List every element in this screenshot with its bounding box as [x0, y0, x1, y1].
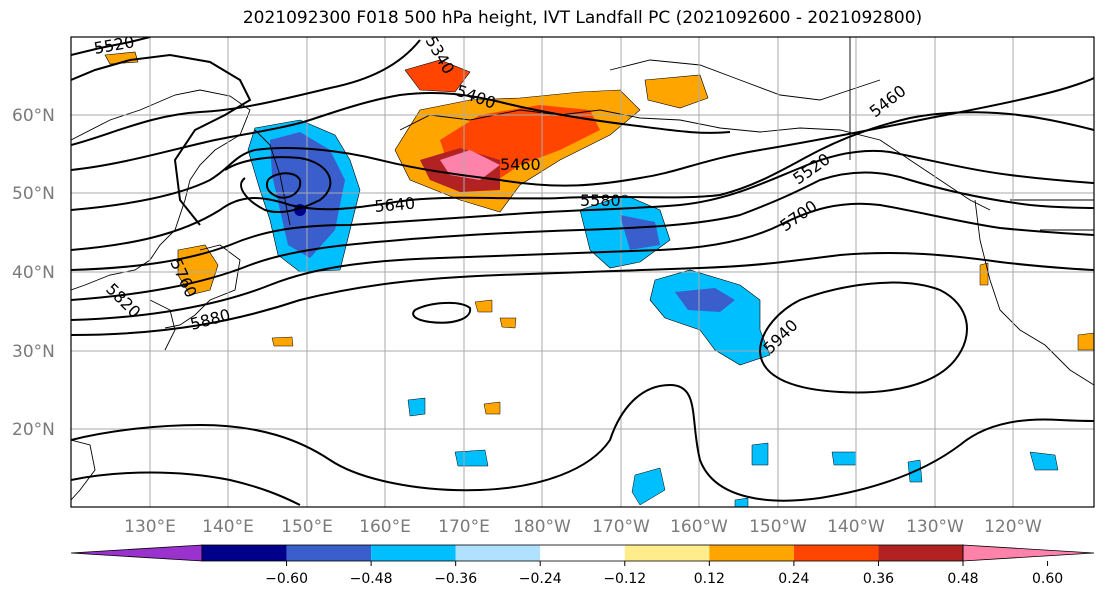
- lat-lon-grid: [71, 37, 1094, 507]
- lon-label: 150°E: [281, 517, 333, 537]
- colorbar-extend-low: [70, 544, 203, 562]
- lon-label: 160°E: [359, 517, 411, 537]
- positive-patch-6: [1077, 332, 1094, 351]
- positive-region-alaska: [644, 74, 709, 109]
- colorbar-tick-label: 0.48: [947, 571, 978, 587]
- contour-label: 5640: [374, 194, 416, 216]
- lon-label: 170°E: [438, 517, 490, 537]
- negative-region-central-core: [620, 215, 660, 250]
- map-border: [70, 36, 1095, 508]
- lon-label: 180°W: [513, 517, 571, 537]
- contour-label: 5460: [500, 155, 541, 174]
- colorbar-tick-label: −0.12: [603, 571, 646, 587]
- colorbar-tick-label: 0.12: [694, 571, 725, 587]
- colorbar-bin: [793, 545, 879, 561]
- lat-label: 60°N: [12, 106, 55, 126]
- negative-patch-5: [831, 451, 857, 466]
- colorbar-extend-high: [962, 544, 1095, 562]
- lon-label: 140°W: [827, 517, 885, 537]
- lat-label: 20°N: [12, 420, 55, 440]
- positive-patch-3: [271, 336, 294, 347]
- colorbar-tick-label: −0.60: [265, 571, 308, 587]
- longitude-labels: 130°E 140°E 150°E 160°E 170°E 180°W 170°…: [124, 517, 1042, 537]
- colorbar-bin: [540, 545, 625, 561]
- lon-label: 130°W: [906, 517, 964, 537]
- negative-patch-3: [631, 467, 666, 506]
- colorbar-bin: [371, 545, 456, 561]
- height-contours: [71, 37, 1094, 506]
- lon-label: 160°W: [670, 517, 728, 537]
- colorbar: −0.60 −0.48 −0.36 −0.24 −0.12 0.12 0.24 0.36 0.4…: [70, 544, 1095, 587]
- coastlines: [71, 37, 1094, 501]
- colorbar-bin: [709, 545, 794, 561]
- lon-label: 130°E: [124, 517, 176, 537]
- lat-label: 40°N: [12, 263, 55, 283]
- colorbar-tick-label: −0.36: [434, 571, 477, 587]
- positive-patch-4: [483, 401, 501, 415]
- colorbar-tick-label: −0.48: [350, 571, 393, 587]
- positive-patch-5: [979, 262, 989, 286]
- latitude-labels: 60°N 50°N 40°N 30°N 20°N: [12, 106, 55, 440]
- negative-patch-4: [751, 442, 769, 466]
- colorbar-tick-label: 0.60: [1032, 571, 1063, 587]
- positive-patch-2: [499, 317, 517, 329]
- positive-patch-1: [474, 299, 493, 313]
- colorbar-bin: [624, 545, 710, 561]
- colorbar-bin: [455, 545, 541, 561]
- colorbar-outline: [201, 544, 964, 562]
- negative-region-east-core: [675, 288, 735, 312]
- negative-patch-2: [454, 449, 489, 467]
- negative-patch-1: [407, 397, 426, 417]
- map-title: 2021092300 F018 500 hPa height, IVT Land…: [242, 8, 923, 28]
- colorbar-bin: [878, 545, 963, 561]
- negative-patch-8: [734, 497, 749, 507]
- negative-patch-7: [1029, 451, 1059, 471]
- colorbar-bin: [286, 545, 372, 561]
- lon-label: 170°W: [592, 517, 650, 537]
- lon-label: 120°W: [984, 517, 1042, 537]
- colorbar-tick-label: 0.24: [778, 571, 809, 587]
- colorbar-tick-label: −0.24: [519, 571, 562, 587]
- lon-label: 150°W: [749, 517, 807, 537]
- positive-region-north-max: [440, 150, 500, 180]
- contour-label: 5580: [580, 191, 621, 210]
- colorbar-tick-label: 0.36: [863, 571, 894, 587]
- colorbar-bin: [202, 545, 287, 561]
- lat-label: 30°N: [12, 342, 55, 362]
- lat-label: 50°N: [12, 184, 55, 204]
- positive-region-arctic: [404, 59, 471, 93]
- lon-label: 140°E: [202, 517, 254, 537]
- contour-label: 5520: [92, 32, 135, 58]
